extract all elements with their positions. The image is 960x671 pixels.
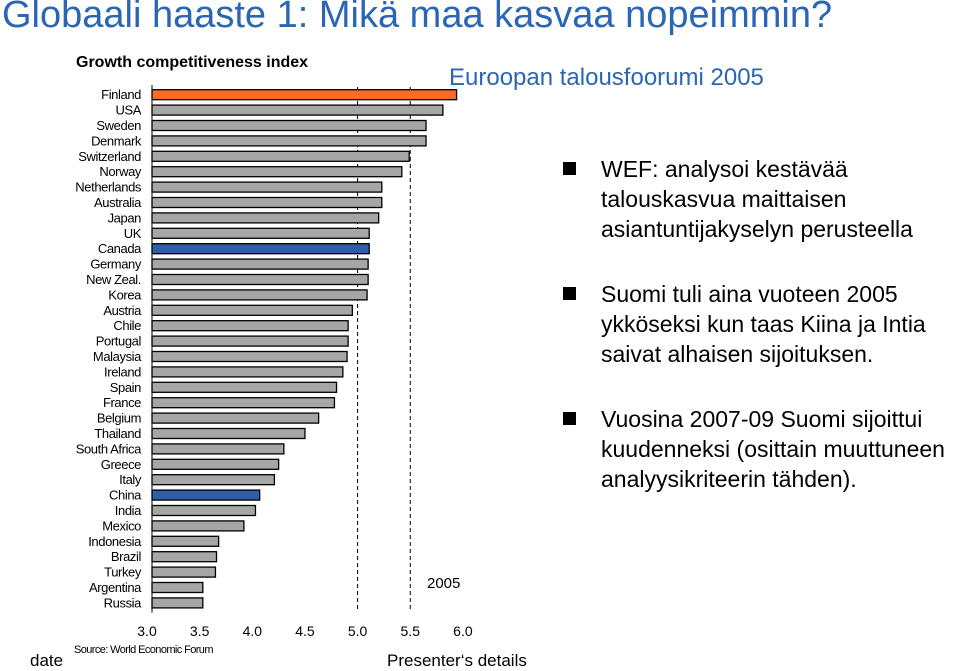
square-bullet-icon: [563, 162, 576, 175]
chart-bar: [151, 258, 369, 270]
chart-bar: [151, 535, 220, 547]
chart-x-tick-label: 5.5: [401, 623, 421, 639]
chart-category-label: France: [103, 395, 141, 410]
chart-bar: [151, 443, 285, 455]
chart-bar: [151, 104, 444, 116]
chart-bar: [151, 196, 383, 209]
chart-category-label: Brazil: [111, 549, 142, 564]
forum-subtitle: Euroopan talousfoorumi 2005: [449, 64, 764, 91]
chart-category-label: China: [109, 488, 142, 503]
chart-category-label: Russia: [104, 595, 143, 610]
chart-category-label: Argentina: [89, 580, 142, 595]
bullet-text: Vuosina 2007-09 Suomi sijoittui kuudenne…: [601, 406, 945, 492]
chart-bar: [151, 243, 370, 255]
chart-category-label: Denmark: [91, 133, 142, 148]
chart-x-tick-label: 3.0: [137, 623, 157, 639]
chart-bar: [151, 566, 217, 578]
chart-source-note: Source: World Economic Forum: [74, 644, 213, 656]
chart-category-label: Malaysia: [93, 349, 142, 364]
chart-bars: [151, 89, 458, 609]
bullet-text: WEF: analysoi kestävää talouskasvua mait…: [601, 156, 913, 242]
chart-bar: [151, 381, 338, 393]
chart-bar: [151, 320, 349, 332]
chart-category-label: Sweden: [96, 118, 141, 133]
chart-category-label: Korea: [108, 287, 142, 302]
square-bullet-icon: [563, 287, 576, 300]
square-bullet-icon: [563, 412, 576, 425]
chart-category-label: Turkey: [104, 565, 142, 580]
slide-title: Globaali haaste 1: Mikä maa kasvaa nopei…: [2, 0, 833, 36]
chart-bar: [151, 335, 349, 347]
chart-bar: [151, 489, 261, 501]
chart-category-label: Australia: [94, 195, 142, 210]
chart-category-label: Austria: [103, 303, 142, 318]
chart-bar: [151, 474, 276, 486]
chart-bar: [151, 581, 204, 594]
chart-bar: [151, 458, 280, 470]
chart-bar: [151, 227, 370, 239]
chart-bar: [151, 551, 218, 563]
chart-category-label: Netherlands: [75, 180, 142, 195]
chart-category-label: Italy: [119, 472, 142, 487]
chart-gridlines: [357, 87, 411, 611]
bullet-list: WEF: analysoi kestävää talouskasvua mait…: [563, 154, 955, 494]
chart-bar: [151, 212, 380, 224]
chart-category-label: Ireland: [104, 364, 141, 379]
bullet-item: Vuosina 2007-09 Suomi sijoittui kuudenne…: [563, 404, 955, 494]
growth-competitiveness-chart: FinlandUSASwedenDenmarkSwitzerlandNorway…: [74, 85, 473, 656]
chart-x-tick-label: 5.0: [348, 623, 368, 639]
chart-year-label: 2005: [427, 575, 460, 592]
chart-category-label: Norway: [99, 164, 142, 179]
chart-bar: [151, 150, 410, 162]
chart-category-label: USA: [115, 103, 141, 118]
chart-bar: [151, 304, 353, 316]
chart-x-tick-label: 3.5: [190, 623, 210, 639]
chart-category-label: South Africa: [76, 441, 142, 456]
chart-bar: [151, 397, 336, 409]
chart-x-ticks: 3.0 3.5 4.0 4.5 5.0 5.5 6.0: [137, 623, 473, 639]
chart-category-label: Mexico: [102, 518, 141, 533]
bullet-item: WEF: analysoi kestävää talouskasvua mait…: [563, 154, 955, 244]
chart-bar: [151, 135, 427, 147]
chart-category-label: Japan: [108, 210, 142, 225]
chart-bar: [151, 520, 245, 532]
chart-bar: [151, 366, 344, 378]
chart-bar: [151, 89, 458, 101]
footer-date: date: [30, 651, 64, 670]
chart-bar: [151, 504, 257, 517]
chart-category-label: UK: [124, 226, 142, 241]
chart-category-label: Thailand: [94, 426, 141, 441]
chart-x-tick-label: 6.0: [453, 623, 473, 639]
chart-category-label: Finland: [101, 87, 141, 102]
chart-category-label: Greece: [101, 457, 141, 472]
chart-category-labels: FinlandUSASwedenDenmarkSwitzerlandNorway…: [75, 87, 142, 610]
chart-category-label: Spain: [110, 380, 141, 395]
chart-bar: [151, 412, 320, 424]
chart-title: Growth competitiveness index: [76, 54, 309, 71]
chart-category-label: Chile: [113, 318, 141, 333]
chart-x-tick-label: 4.0: [243, 623, 263, 639]
chart-category-label: Germany: [90, 257, 142, 272]
footer-presenter: Presenter‘s details: [387, 651, 527, 670]
chart-category-label: Indonesia: [88, 534, 142, 549]
chart-bar: [151, 166, 403, 178]
chart-category-label: Canada: [98, 241, 142, 256]
chart-category-label: India: [115, 503, 142, 518]
bullet-text: Suomi tuli aina vuoteen 2005 ykköseksi k…: [601, 281, 926, 367]
chart-category-label: Switzerland: [78, 149, 141, 164]
chart-category-label: New Zeal.: [86, 272, 141, 287]
chart-bar: [151, 273, 369, 286]
chart-bar: [151, 181, 383, 193]
chart-bar: [151, 597, 204, 609]
chart-x-tick-label: 4.5: [295, 623, 315, 639]
chart-bar: [151, 289, 368, 301]
chart-bar: [151, 350, 348, 363]
chart-category-label: Portugal: [96, 334, 142, 349]
chart-bar: [151, 119, 427, 132]
chart-bar: [151, 427, 306, 440]
bullet-item: Suomi tuli aina vuoteen 2005 ykköseksi k…: [563, 279, 955, 369]
chart-category-label: Belgium: [97, 411, 141, 426]
